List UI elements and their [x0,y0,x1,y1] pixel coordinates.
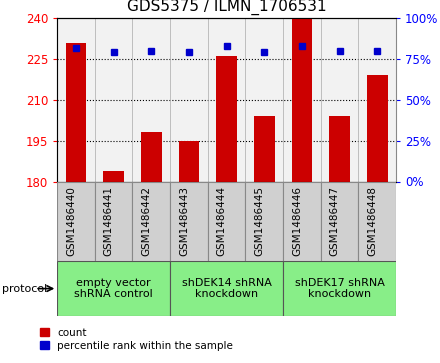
Text: GSM1486440: GSM1486440 [66,187,76,256]
Bar [208,182,246,261]
Text: GSM1486448: GSM1486448 [367,187,377,256]
Legend: count, percentile rank within the sample: count, percentile rank within the sample [40,328,233,351]
Text: GSM1486447: GSM1486447 [330,187,340,256]
Bar [254,116,275,182]
Bar [66,43,86,182]
Text: GSM1486442: GSM1486442 [141,187,151,256]
Bar [283,182,321,261]
Bar [358,182,396,261]
Bar [321,182,358,261]
Bar [170,182,208,261]
Text: GSM1486441: GSM1486441 [104,187,114,256]
Bar [179,141,199,182]
Bar [103,171,124,182]
Text: GSM1486444: GSM1486444 [216,187,227,256]
Text: GSM1486445: GSM1486445 [254,187,264,256]
Bar [95,182,132,261]
Bar [170,261,283,316]
Bar [57,261,170,316]
Text: protocol: protocol [2,284,48,294]
Text: shDEK14 shRNA
knockdown: shDEK14 shRNA knockdown [182,278,271,299]
Bar [283,261,396,316]
Bar [132,182,170,261]
Bar [292,18,312,182]
Title: GDS5375 / ILMN_1706531: GDS5375 / ILMN_1706531 [127,0,326,15]
Bar [329,116,350,182]
Text: empty vector
shRNA control: empty vector shRNA control [74,278,153,299]
Text: GSM1486443: GSM1486443 [179,187,189,256]
Bar [246,182,283,261]
Bar [141,132,161,182]
Bar [57,182,95,261]
Text: shDEK17 shRNA
knockdown: shDEK17 shRNA knockdown [295,278,385,299]
Bar [367,76,388,182]
Bar [216,56,237,182]
Text: GSM1486446: GSM1486446 [292,187,302,256]
